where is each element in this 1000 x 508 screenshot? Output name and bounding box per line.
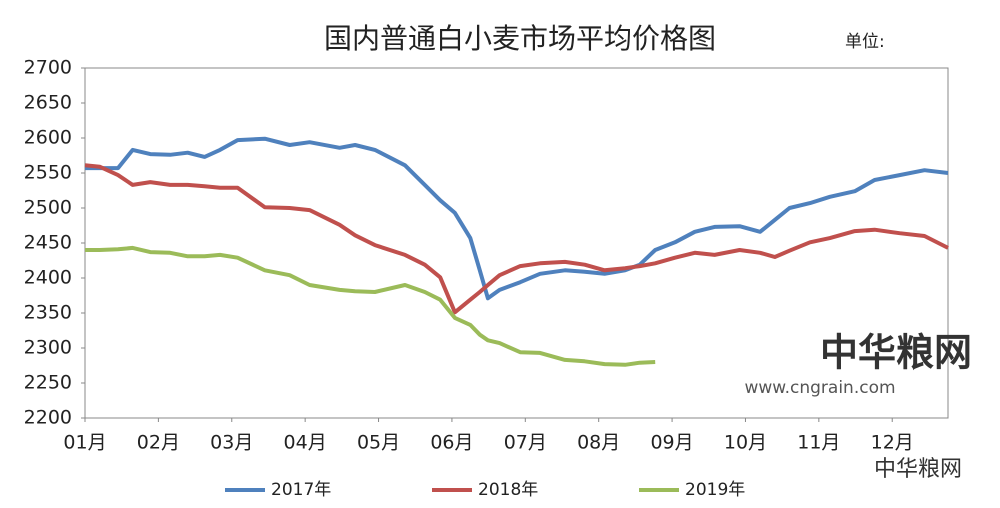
legend-label: 2018年 [478, 480, 538, 500]
x-tick-label: 04月 [284, 432, 327, 454]
unit-label: 单位: [845, 32, 885, 52]
y-tick-label: 2700 [24, 57, 72, 79]
y-tick-label: 2450 [24, 232, 72, 254]
y-tick-label: 2350 [24, 302, 72, 324]
x-tick-label: 09月 [650, 432, 693, 454]
x-tick-label: 05月 [357, 432, 400, 454]
y-tick-label: 2250 [24, 372, 72, 394]
y-tick-label: 2300 [24, 337, 72, 359]
y-tick-label: 2650 [24, 92, 72, 114]
watermark: 中华粮网 [820, 331, 972, 375]
x-tick-label: 06月 [430, 432, 473, 454]
series-line [85, 136, 949, 301]
series-line [85, 245, 656, 367]
y-tick-label: 2600 [24, 127, 72, 149]
x-tick-label: 03月 [210, 432, 253, 454]
x-tick-label: 02月 [137, 432, 180, 454]
chart-title: 国内普通白小麦市场平均价格图 [324, 22, 716, 55]
watermark-url: www.cngrain.com [744, 378, 895, 398]
x-tick-label: 10月 [724, 432, 767, 454]
y-tick-label: 2500 [24, 197, 72, 219]
x-tick-label: 11月 [797, 432, 840, 454]
x-tick-label: 01月 [63, 432, 106, 454]
x-tick-label: 08月 [577, 432, 620, 454]
x-tick-label: 12月 [871, 432, 914, 454]
y-tick-label: 2200 [24, 407, 72, 429]
legend-label: 2019年 [685, 480, 745, 500]
series-line [84, 163, 949, 315]
y-tick-label: 2400 [24, 267, 72, 289]
legend-label: 2017年 [271, 480, 331, 500]
x-tick-label: 07月 [504, 432, 547, 454]
plot-frame [84, 67, 949, 419]
watermark-corner: 中华粮网 [874, 457, 962, 482]
y-tick-label: 2550 [24, 162, 72, 184]
